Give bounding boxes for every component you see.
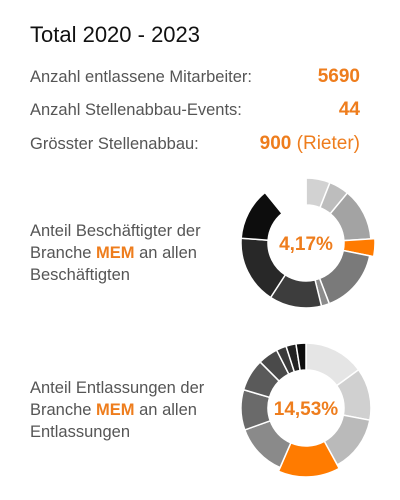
stat-value: 44 (338, 99, 360, 120)
donut-chart-beschaeftigte: 4,17% (240, 177, 376, 309)
stat-value: 5690 (317, 66, 360, 87)
highlight-mem: MEM (96, 244, 135, 262)
stat-label: Anzahl entlassene Mitarbeiter: (30, 68, 252, 86)
donut-segment-mem (277, 440, 341, 478)
stat-row-events: Anzahl Stellenabbau-Events: 44 (30, 99, 360, 123)
donut-segment (264, 177, 307, 215)
donut-center-label: 4,17% (279, 234, 333, 255)
chart-description-beschaeftigte: Anteil Beschäftigter der Branche MEM an … (30, 222, 201, 284)
donut-chart-entlassungen: 14,53% (240, 342, 372, 478)
donut-segment (318, 249, 371, 305)
stat-row-groesster: Grösster Stellenabbau: 900 (Rieter) (30, 133, 360, 157)
stat-value: 900 (Rieter) (259, 133, 360, 154)
donut-segment (295, 342, 307, 372)
chart-description-entlassungen: Anteil Entlassungen der Branche MEM an a… (30, 379, 205, 441)
highlight-mem: MEM (96, 401, 135, 419)
stat-row-entlassene: Anzahl entlassene Mitarbeiter: 5690 (30, 66, 360, 90)
donut-center-label: 14,53% (274, 399, 339, 420)
stat-label: Anzahl Stellenabbau-Events: (30, 101, 242, 119)
stat-note: (Rieter) (296, 133, 360, 154)
page-title: Total 2020 - 2023 (30, 22, 201, 47)
stat-label: Grösster Stellenabbau: (30, 135, 199, 153)
